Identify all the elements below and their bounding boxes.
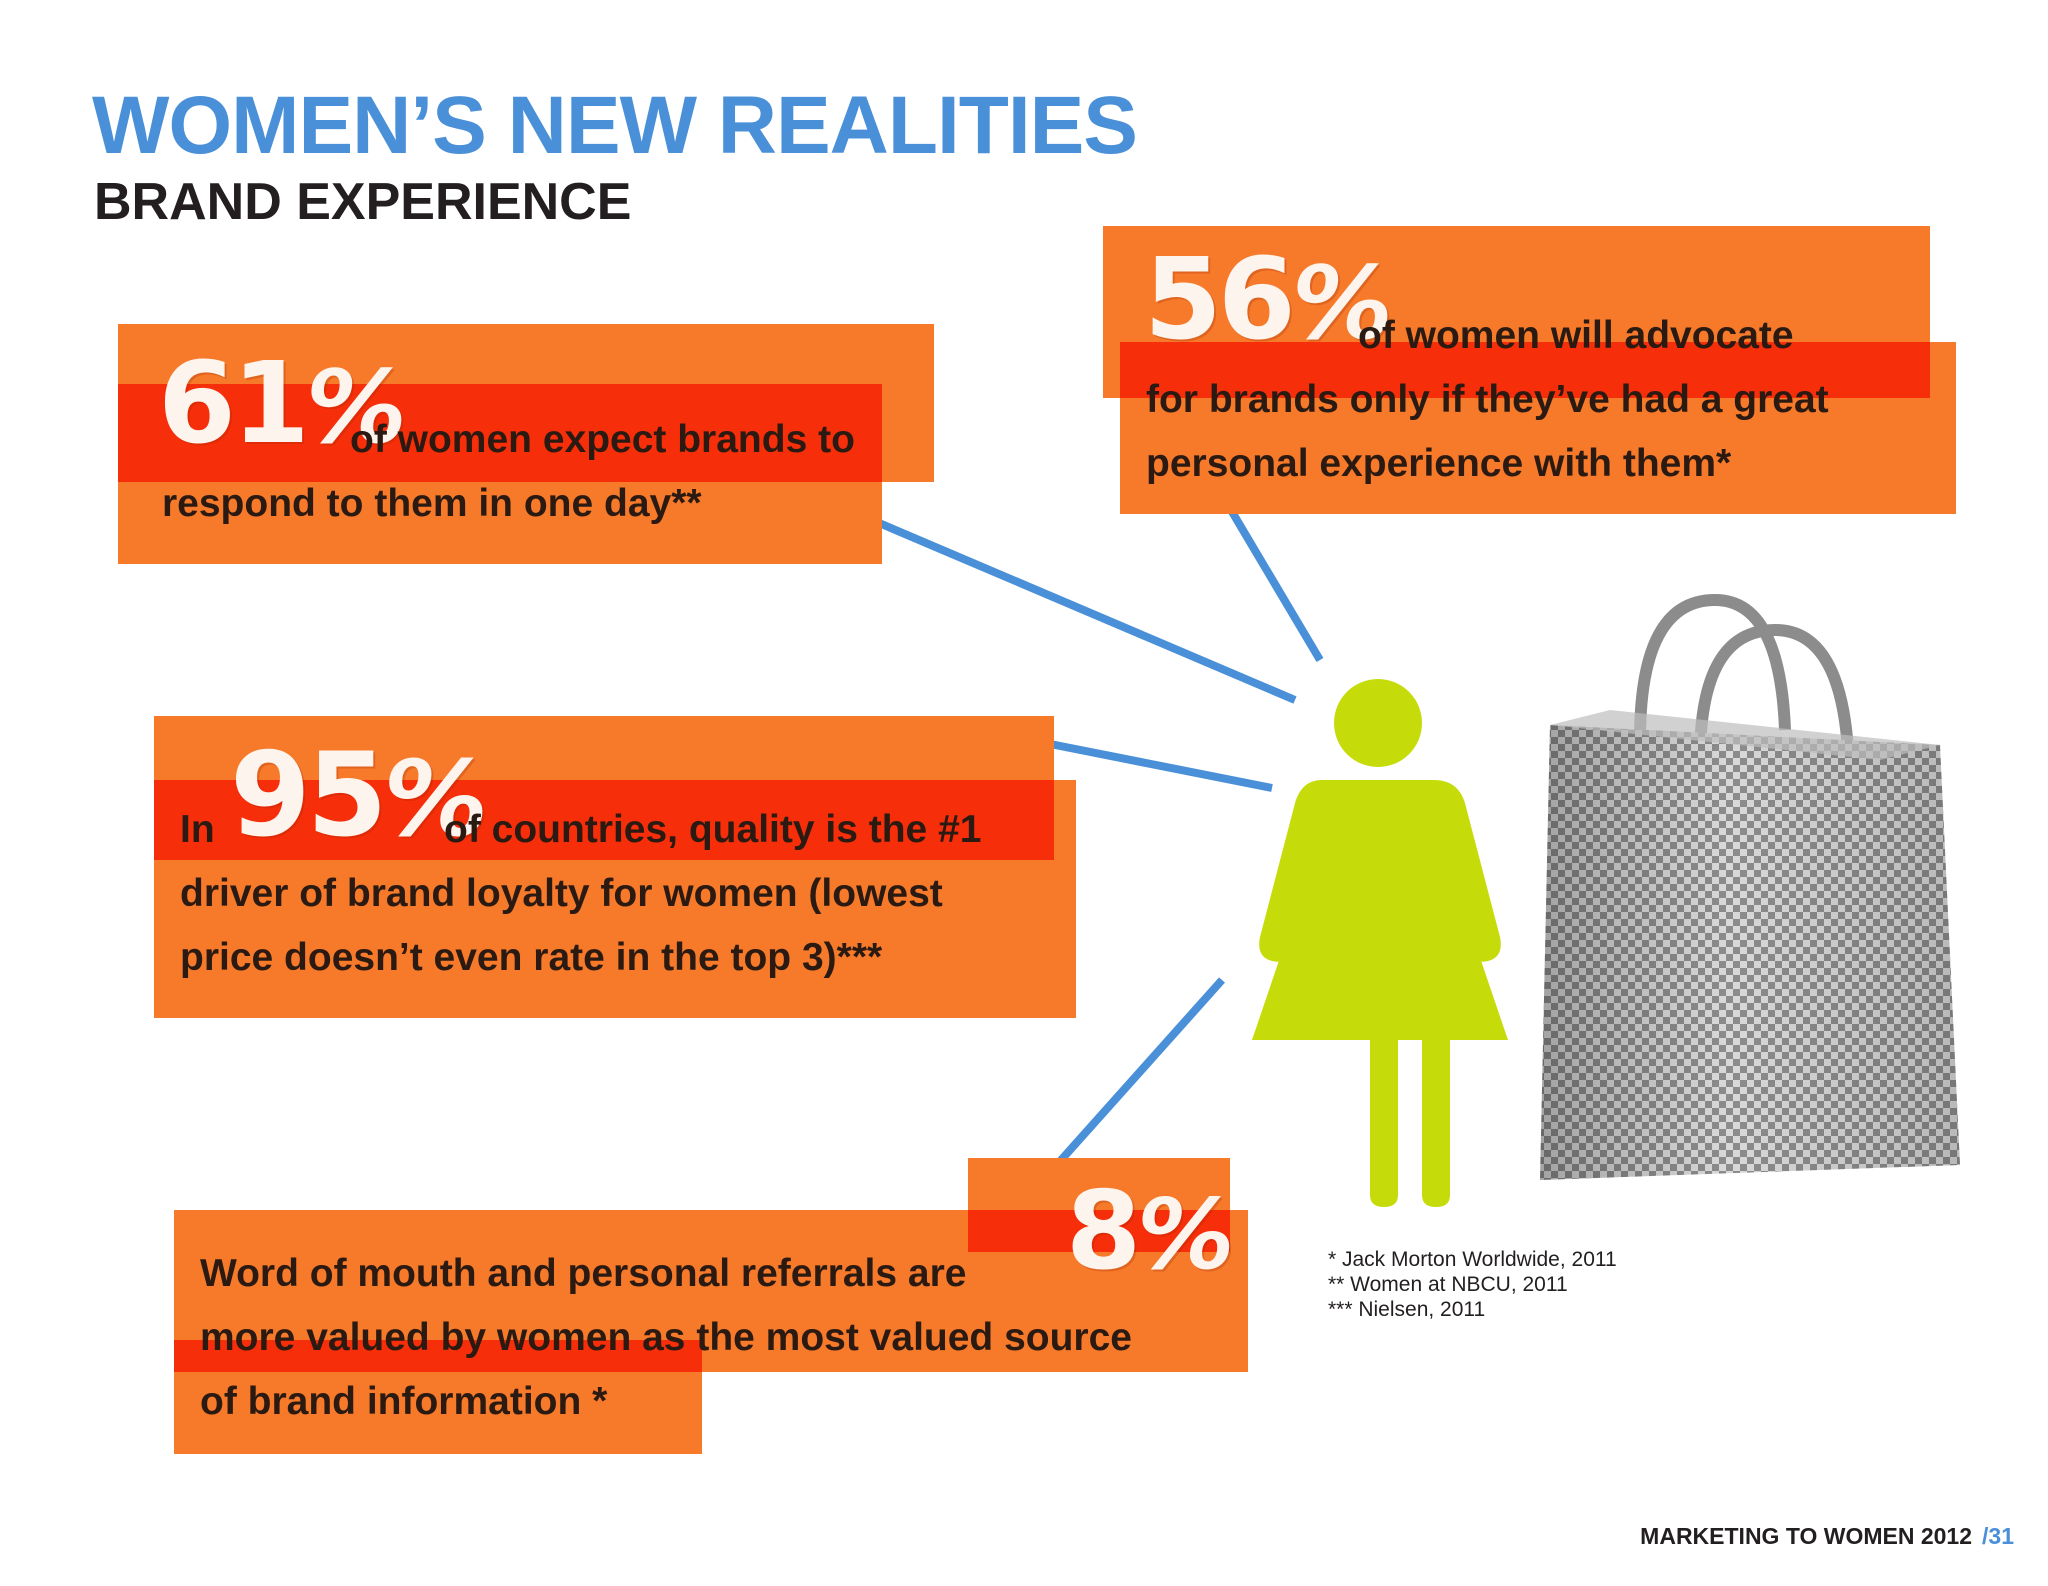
stat-8-line-3: of brand information *	[200, 1380, 608, 1423]
stat-95-prefix: In	[180, 808, 215, 851]
page-title: WOMEN’S NEW REALITIES	[92, 80, 1138, 171]
connector-line-56	[1224, 502, 1324, 663]
stat-56-line-1: of women will advocate	[1358, 314, 1794, 357]
stat-8-percent: %	[1137, 1178, 1234, 1291]
stat-56-percent: %	[1291, 244, 1393, 362]
stat-61-line-2: respond to them in one day**	[162, 482, 702, 525]
stat-61-number: 61	[158, 339, 310, 469]
stat-95-percent: %	[383, 738, 488, 860]
stat-8-number: 8	[1066, 1169, 1141, 1294]
stat-8-line-2: more valued by women as the most valued …	[200, 1316, 1132, 1359]
stat-95-number: 95	[230, 728, 387, 863]
stat-95-line-3: price doesn’t even rate in the top 3)***	[180, 936, 883, 979]
source-item: *** Nielsen, 2011	[1328, 1298, 1486, 1321]
sources-list: * Jack Morton Worldwide, 2011 ** Women a…	[1328, 1247, 1617, 1322]
stat-95-highlight	[154, 780, 1054, 860]
footer-label: MARKETING TO WOMEN 2012	[1640, 1523, 1973, 1549]
page-subtitle: BRAND EXPERIENCE	[94, 173, 632, 231]
stat-61-figure: 61%	[158, 348, 407, 460]
connector-line-95	[1029, 736, 1273, 792]
page-number: /31	[1982, 1523, 2014, 1549]
shopping-bag-icon	[1540, 593, 1960, 1180]
stat-56-line-2: for brands only if they’ve had a great	[1146, 378, 1829, 421]
stat-8-highlight	[968, 1210, 1230, 1252]
stat-56-figure: 56%	[1144, 244, 1393, 356]
stat-95-figure: 95%	[230, 738, 488, 854]
connector-line-8	[1042, 977, 1225, 1181]
stat-61-line-1: of women expect brands to	[350, 418, 855, 461]
stat-56-number: 56	[1144, 235, 1296, 365]
page-footer: MARKETING TO WOMEN 2012/31	[1640, 1521, 2014, 1551]
source-item: ** Women at NBCU, 2011	[1328, 1273, 1568, 1296]
stat-8-highlight-lower	[174, 1340, 702, 1372]
source-item: * Jack Morton Worldwide, 2011	[1328, 1248, 1617, 1271]
woman-figure-icon	[1252, 679, 1508, 1207]
connector-line-61	[870, 516, 1297, 704]
stat-61-percent: %	[305, 348, 407, 466]
stat-8-figure: 8%	[1066, 1178, 1235, 1286]
stat-56-highlight	[1120, 342, 1930, 398]
stat-61-highlight	[118, 384, 882, 482]
stat-95-line-1: of countries, quality is the #1	[444, 808, 982, 851]
stat-56-line-3: personal experience with them*	[1146, 442, 1732, 485]
stat-95-line-2: driver of brand loyalty for women (lowes…	[180, 872, 943, 915]
stat-8-line-1: Word of mouth and personal referrals are	[200, 1252, 967, 1295]
